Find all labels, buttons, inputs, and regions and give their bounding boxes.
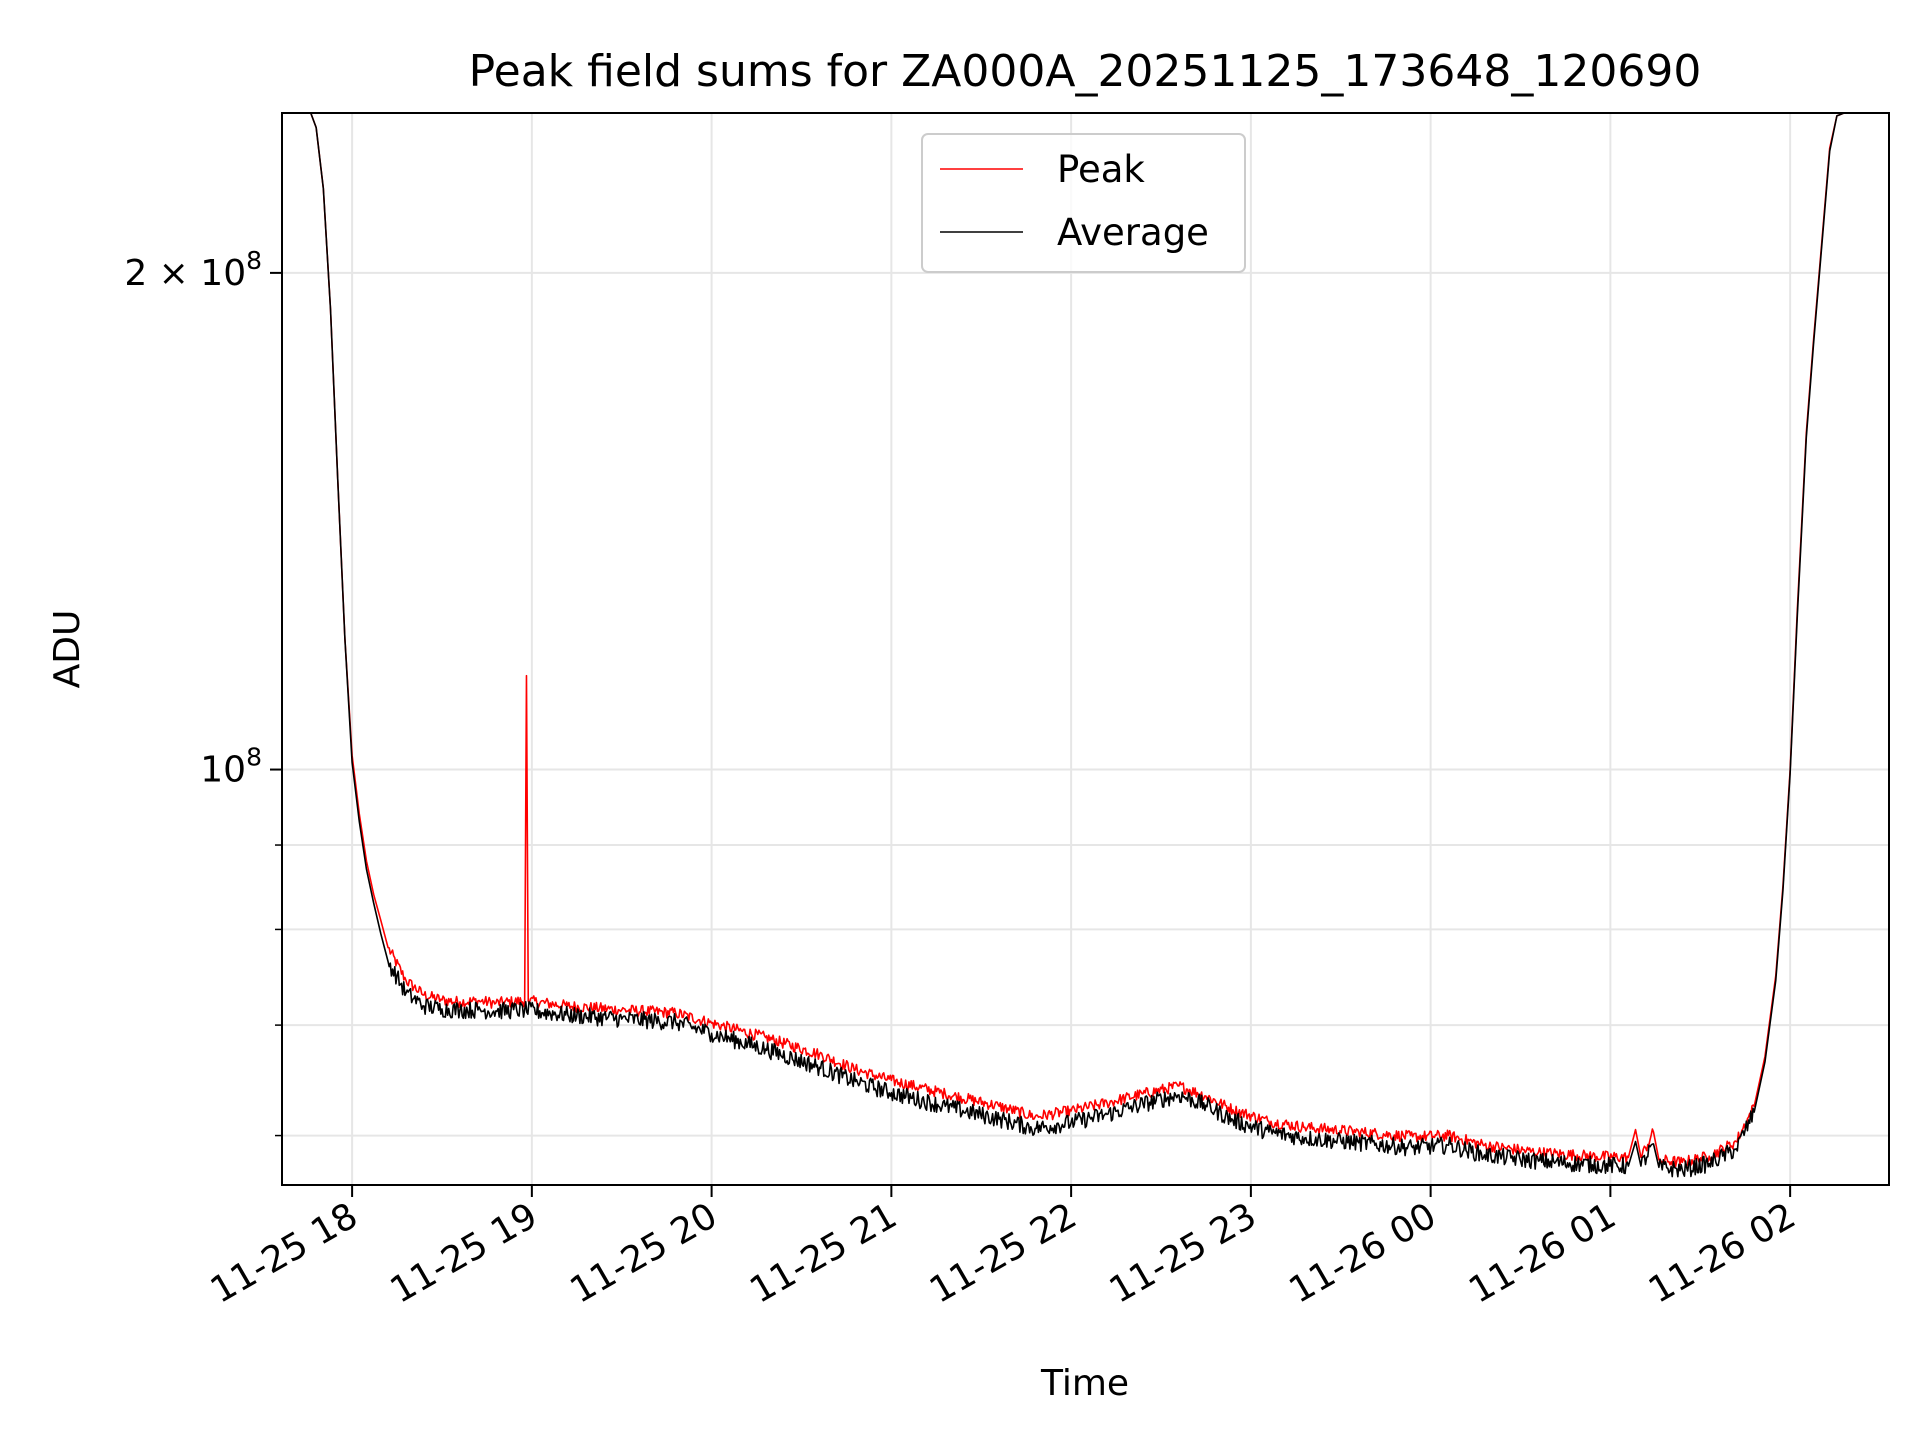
y-tick-label-base: 10: [200, 750, 246, 791]
series-layer: [282, 113, 1889, 1178]
legend: Peak Average: [921, 133, 1246, 273]
axes-frame: [281, 112, 1890, 1186]
y-tick-label-exponent: 8: [246, 246, 262, 275]
y-axis-title: ADU: [47, 610, 88, 689]
x-axis-title: Time: [1040, 1363, 1129, 1404]
y-tick-label-base: 2 × 10: [124, 253, 246, 294]
legend-peak-label: Peak: [1057, 148, 1145, 191]
chart-title: Peak field sums for ZA000A_20251125_1736…: [469, 46, 1702, 97]
series-line-average: [282, 113, 1889, 1178]
y-tick-label-exponent: 8: [246, 743, 262, 772]
y-tick-label: 108: [200, 743, 262, 791]
y-tick-label: 2 × 108: [124, 246, 262, 294]
legend-average-label: Average: [1057, 211, 1209, 254]
